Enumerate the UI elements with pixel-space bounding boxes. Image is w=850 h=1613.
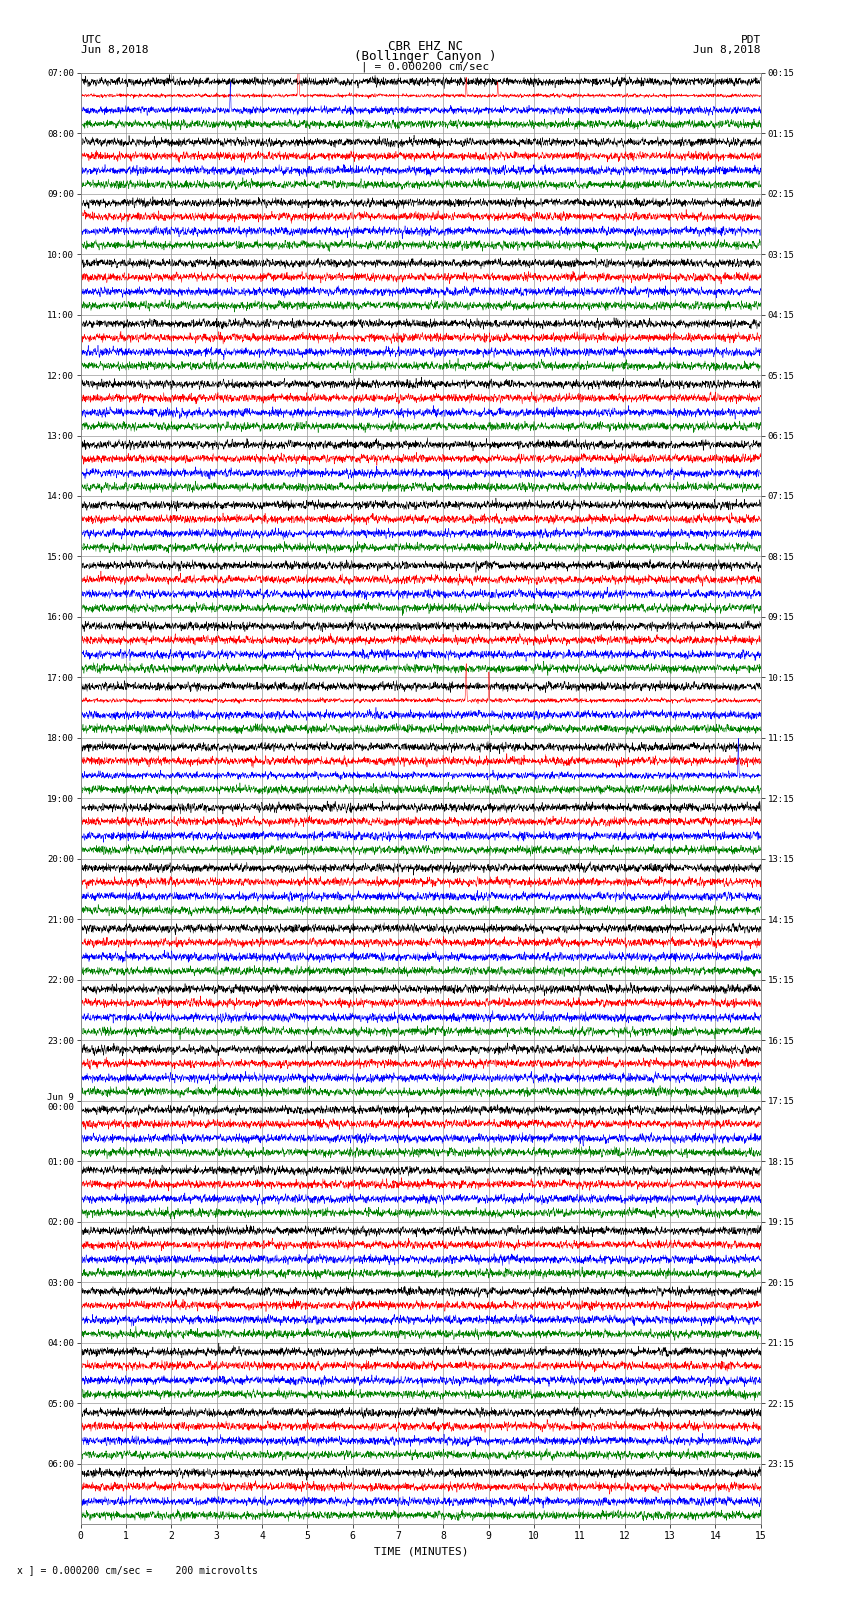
Text: (Bollinger Canyon ): (Bollinger Canyon )	[354, 50, 496, 63]
Text: UTC: UTC	[81, 35, 101, 45]
Text: | = 0.000200 cm/sec: | = 0.000200 cm/sec	[361, 61, 489, 73]
Text: Jun 8,2018: Jun 8,2018	[694, 45, 761, 55]
X-axis label: TIME (MINUTES): TIME (MINUTES)	[373, 1547, 468, 1557]
Text: PDT: PDT	[740, 35, 761, 45]
Text: Jun 8,2018: Jun 8,2018	[81, 45, 148, 55]
Text: CBR EHZ NC: CBR EHZ NC	[388, 40, 462, 53]
Text: x ] = 0.000200 cm/sec =    200 microvolts: x ] = 0.000200 cm/sec = 200 microvolts	[17, 1565, 258, 1574]
